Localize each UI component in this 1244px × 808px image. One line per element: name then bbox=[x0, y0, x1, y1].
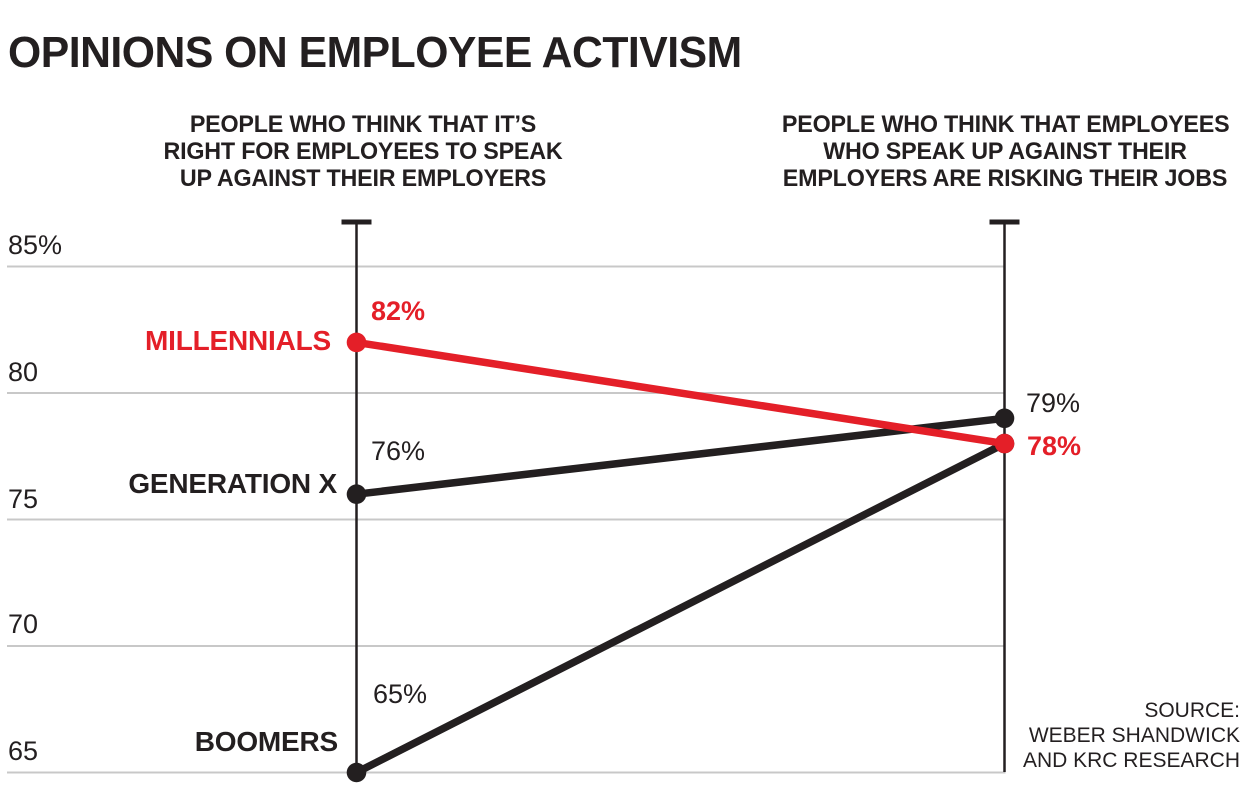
y-tick-label-75: 75 bbox=[8, 484, 39, 514]
series-line-millennials bbox=[355, 338, 1006, 448]
column-header-right-line-3: EMPLOYERS ARE RISKING THEIR JOBS bbox=[782, 165, 1228, 192]
column-header-right-line-2: WHO SPEAK UP AGAINST THEIR bbox=[823, 138, 1187, 165]
series-line-generation-x bbox=[356, 414, 1005, 498]
series-label-generation-x: GENERATION X bbox=[128, 468, 337, 499]
column-header-left-line-2: RIGHT FOR EMPLOYEES TO SPEAK bbox=[163, 138, 563, 165]
series-label-millennials: MILLENNIALS bbox=[144, 325, 331, 356]
y-tick-label-70: 70 bbox=[8, 609, 39, 639]
source-line-1: SOURCE: bbox=[1144, 699, 1240, 722]
data-point-boomers-left bbox=[346, 762, 367, 783]
column-header-left-line-3: UP AGAINST THEIR EMPLOYERS bbox=[179, 165, 547, 192]
chart-title: OPINIONS ON EMPLOYEE ACTIVISM bbox=[8, 28, 742, 77]
series-line-boomers bbox=[354, 440, 1007, 776]
y-tick-label-65: 65 bbox=[8, 736, 39, 766]
data-point-millennials-left bbox=[346, 332, 367, 353]
data-point-millennials-right bbox=[994, 433, 1015, 454]
data-point-generation-x-right bbox=[994, 408, 1015, 429]
value-label-millennials-right: 78% bbox=[1027, 431, 1082, 461]
data-point-generation-x-left bbox=[346, 484, 367, 505]
column-header-right: PEOPLE WHO THINK THAT EMPLOYEES WHO SPEA… bbox=[781, 111, 1230, 192]
value-label-millennials-left: 82% bbox=[371, 296, 426, 326]
column-header-left: PEOPLE WHO THINK THAT IT’S RIGHT FOR EMP… bbox=[140, 111, 586, 192]
source-note: SOURCE: WEBER SHANDWICK AND KRC RESEARCH bbox=[1023, 698, 1240, 773]
column-header-left-line-1: PEOPLE WHO THINK THAT IT’S bbox=[189, 111, 537, 138]
source-line-3: AND KRC RESEARCH bbox=[1022, 749, 1240, 772]
y-tick-label-85: 85% bbox=[8, 230, 63, 260]
value-label-boomers-left: 65% bbox=[373, 679, 428, 709]
value-label-generation-x-left: 76% bbox=[371, 436, 426, 466]
value-label-generation-x-right: 79% bbox=[1026, 388, 1081, 418]
y-tick-label-80: 80 bbox=[8, 357, 39, 387]
series-label-boomers: BOOMERS bbox=[194, 726, 338, 757]
column-header-right-line-1: PEOPLE WHO THINK THAT EMPLOYEES bbox=[781, 111, 1230, 138]
source-line-2: WEBER SHANDWICK bbox=[1028, 724, 1240, 747]
